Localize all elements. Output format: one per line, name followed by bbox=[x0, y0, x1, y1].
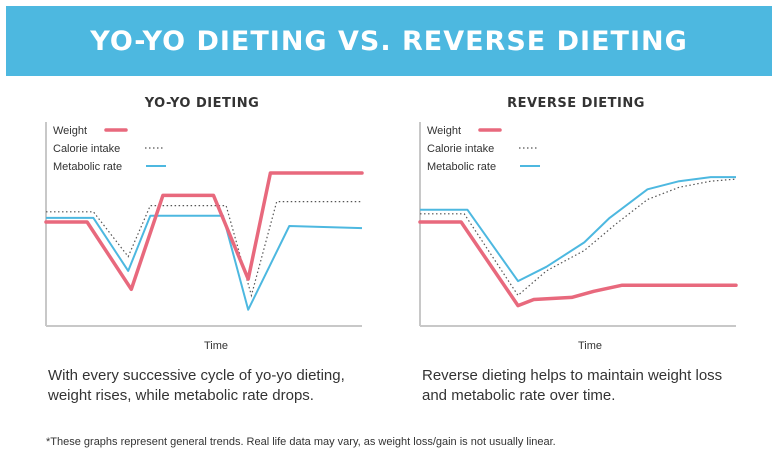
yoyo-x-axis-label: Time bbox=[204, 340, 228, 352]
reverse-legend-label-calorie-intake: Calorie intake bbox=[427, 143, 494, 155]
left-caption: With every successive cycle of yo-yo die… bbox=[48, 366, 388, 406]
reverse-series-metabolic-rate-line bbox=[420, 176, 736, 283]
right-caption: Reverse dieting helps to maintain weight… bbox=[422, 366, 762, 406]
left-caption-line-1: With every successive cycle of yo-yo die… bbox=[48, 367, 345, 384]
left-chart-title: YO-YO DIETING bbox=[144, 96, 260, 111]
banner-title: YO-YO DIETING VS. REVERSE DIETING bbox=[90, 25, 688, 57]
reverse-dieting-chart: Weight Calorie intake Metabolic rate Time bbox=[418, 122, 738, 352]
right-caption-line-1: Reverse dieting helps to maintain weight… bbox=[422, 367, 723, 384]
reverse-series-calorie-intake-line bbox=[420, 178, 737, 297]
yoyo-series-metabolic-rate-line bbox=[46, 214, 363, 311]
reverse-series-weight-line bbox=[418, 220, 738, 308]
reverse-x-axis-label: Time bbox=[578, 340, 602, 352]
yoyo-legend-label-calorie-intake: Calorie intake bbox=[53, 143, 120, 155]
reverse-legend-label-weight: Weight bbox=[427, 125, 461, 137]
yoyo-legend-label-weight: Weight bbox=[53, 125, 87, 137]
right-chart-title: REVERSE DIETING bbox=[507, 96, 645, 111]
reverse-legend-label-metabolic-rate: Metabolic rate bbox=[427, 161, 496, 173]
yoyo-legend-label-metabolic-rate: Metabolic rate bbox=[53, 161, 122, 173]
yoyo-series-calorie-intake-line bbox=[46, 201, 362, 298]
yo-yo-dieting-chart: Weight Calorie intake Metabolic rate Time bbox=[44, 122, 364, 352]
left-caption-line-2: weight rises, while metabolic rate drops… bbox=[48, 387, 314, 404]
yoyo-series-weight-line bbox=[44, 171, 364, 292]
title-banner: YO-YO DIETING VS. REVERSE DIETING bbox=[6, 6, 772, 76]
footnote: *These graphs represent general trends. … bbox=[46, 436, 556, 448]
right-caption-line-2: and metabolic rate over time. bbox=[422, 387, 616, 404]
